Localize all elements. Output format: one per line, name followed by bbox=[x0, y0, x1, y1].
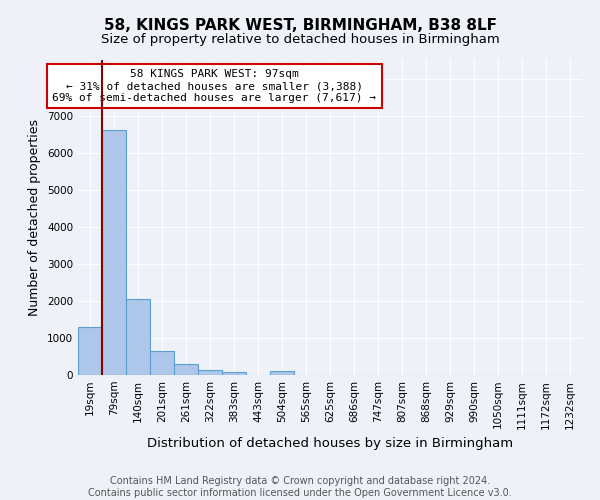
Text: Contains HM Land Registry data © Crown copyright and database right 2024.
Contai: Contains HM Land Registry data © Crown c… bbox=[88, 476, 512, 498]
Y-axis label: Number of detached properties: Number of detached properties bbox=[28, 119, 41, 316]
Bar bbox=[150, 351, 174, 375]
Bar bbox=[174, 364, 198, 375]
Bar bbox=[198, 370, 222, 375]
Bar bbox=[270, 372, 294, 375]
Bar bbox=[78, 327, 102, 375]
Bar bbox=[126, 299, 150, 375]
Bar bbox=[102, 130, 126, 375]
Text: Size of property relative to detached houses in Birmingham: Size of property relative to detached ho… bbox=[101, 32, 499, 46]
Text: 58 KINGS PARK WEST: 97sqm
← 31% of detached houses are smaller (3,388)
69% of se: 58 KINGS PARK WEST: 97sqm ← 31% of detac… bbox=[52, 70, 376, 102]
Text: 58, KINGS PARK WEST, BIRMINGHAM, B38 8LF: 58, KINGS PARK WEST, BIRMINGHAM, B38 8LF bbox=[104, 18, 497, 32]
Bar bbox=[222, 372, 246, 375]
X-axis label: Distribution of detached houses by size in Birmingham: Distribution of detached houses by size … bbox=[147, 437, 513, 450]
